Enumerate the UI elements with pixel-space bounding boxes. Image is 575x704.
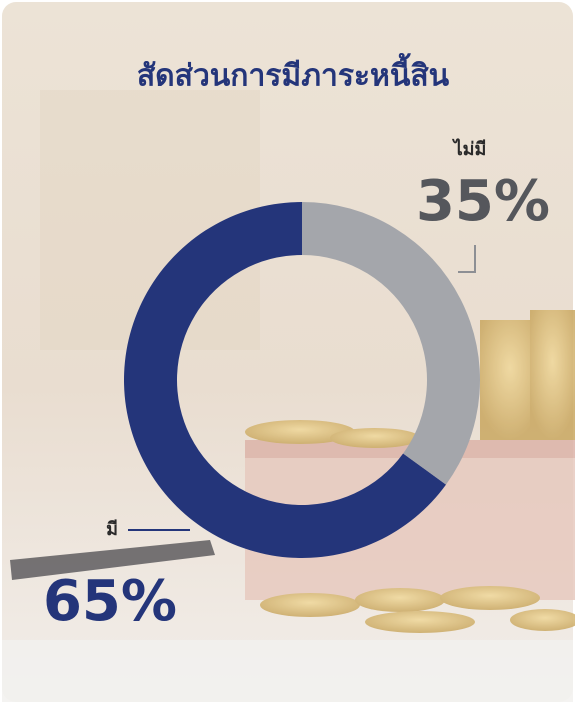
leader-line: [458, 245, 476, 273]
value-label: 35%: [416, 169, 550, 234]
value-label: 65%: [43, 569, 177, 634]
chart-title: สัดส่วนการมีภาระหนี้สิน: [137, 53, 450, 94]
donut-segment: [123, 201, 447, 559]
legend-label: ไม่มี: [452, 138, 487, 160]
legend-label: มี: [106, 519, 118, 540]
donut-segment: [302, 202, 480, 485]
